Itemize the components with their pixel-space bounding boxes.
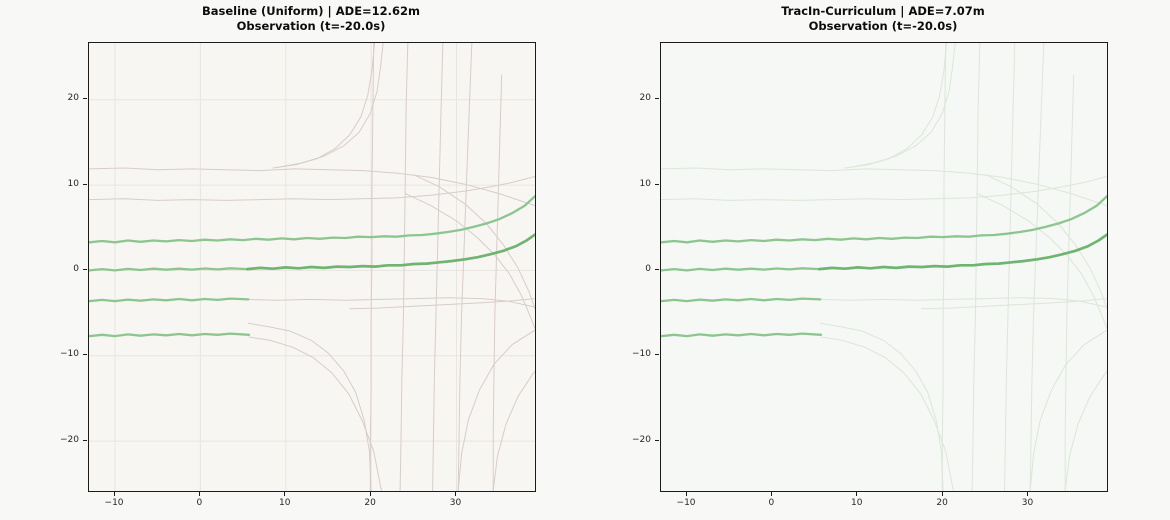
baseline-plot-title: Baseline (Uniform) | ADE=12.62m Observat… [88, 4, 534, 34]
tracin-title-line2: Observation (t=-20.0s) [808, 19, 958, 33]
baseline-title-line2: Observation (t=-20.0s) [236, 19, 386, 33]
map-lane-line [661, 167, 1107, 207]
map-lane-line [850, 43, 956, 168]
map-lane-line [1029, 43, 1045, 491]
map-lane-line [369, 43, 375, 491]
map-lane-line [247, 297, 535, 308]
x-tick-mark [685, 491, 687, 496]
y-tick-label: 20 [639, 93, 651, 104]
map-lane-line [404, 193, 535, 329]
map-lane-line [1004, 43, 1016, 491]
x-tick-label: 30 [449, 498, 462, 508]
y-tick-label: 0 [645, 263, 651, 274]
x-tick-mark [369, 491, 371, 496]
y-tick-mark [654, 354, 659, 356]
y-tick-label: 10 [67, 178, 79, 189]
map-lane-line [941, 43, 947, 491]
map-lane-line [985, 174, 1107, 310]
x-tick-mark [856, 491, 858, 496]
y-tick-mark [654, 268, 659, 270]
map-lane-line [89, 176, 535, 201]
map-lane-line [492, 370, 535, 491]
baseline-scene-svg [89, 43, 535, 491]
x-tick-label: 0 [196, 498, 203, 508]
agent-obs-upper-trajectory [89, 195, 535, 244]
map-lane-line [1064, 370, 1107, 491]
agent-obs-center-left-trajectory [89, 267, 249, 272]
focal-agent-obs-trajectory [245, 233, 535, 271]
focal-agent-obs-trajectory [817, 233, 1107, 271]
map-lane-line [89, 167, 535, 207]
y-tick-label: −20 [632, 434, 651, 445]
map-lane-line [278, 43, 384, 168]
x-tick-label: 20 [936, 498, 948, 508]
map-lane-line [413, 174, 535, 310]
y-tick-mark [82, 439, 87, 441]
x-tick-mark [454, 491, 456, 496]
x-tick-mark [770, 491, 772, 496]
map-lane-line [820, 336, 954, 491]
y-tick-label: −10 [632, 349, 651, 360]
tracin_curriculum-scene-svg [661, 43, 1107, 491]
map-lane-line [247, 322, 372, 491]
y-tick-mark [654, 439, 659, 441]
y-tick-label: 10 [639, 178, 651, 189]
x-tick-label: −10 [104, 498, 124, 508]
baseline-title-line1: Baseline (Uniform) | ADE=12.62m [201, 4, 421, 18]
y-tick-label: −10 [60, 349, 79, 360]
map-lane-line [976, 193, 1107, 329]
x-tick-label: −10 [676, 498, 696, 508]
map-lane-line [971, 43, 981, 491]
map-lane-line [921, 298, 1107, 310]
x-tick-label: 20 [364, 498, 376, 508]
baseline-axes [88, 42, 536, 492]
y-tick-label: 20 [67, 93, 79, 104]
map-lane-line [1064, 74, 1075, 491]
y-tick-mark [82, 268, 87, 270]
agent-obs-lower-2-trajectory [89, 332, 251, 338]
agent-obs-lower-2-trajectory [661, 332, 823, 338]
map-lane-line [819, 297, 1107, 308]
map-lane-line [432, 43, 444, 491]
y-tick-mark [82, 183, 87, 185]
map-lane-line [819, 322, 944, 491]
agent-obs-center-left-trajectory [661, 267, 821, 272]
y-tick-label: −20 [60, 434, 79, 445]
y-tick-mark [82, 98, 87, 100]
x-tick-mark [113, 491, 115, 496]
map-lane-line [248, 336, 382, 491]
tracin-title-line1: TracIn-Curriculum | ADE=7.07m [781, 4, 985, 18]
map-lane-line [1029, 329, 1107, 491]
x-tick-label: 10 [851, 498, 863, 508]
y-tick-mark [654, 183, 659, 185]
y-tick-label: 0 [73, 263, 79, 274]
map-lane-line [661, 176, 1107, 201]
x-tick-label: 30 [1021, 498, 1034, 508]
x-tick-label: 10 [279, 498, 291, 508]
x-tick-mark [284, 491, 286, 496]
y-tick-mark [82, 354, 87, 356]
x-tick-mark [1026, 491, 1028, 496]
x-tick-mark [198, 491, 200, 496]
tracin-plot-title: TracIn-Curriculum | ADE=7.07m Observatio… [660, 4, 1106, 34]
map-lane-line [399, 43, 409, 491]
agent-obs-lower-1-trajectory [89, 297, 250, 303]
y-tick-mark [654, 98, 659, 100]
map-lane-line [844, 43, 947, 169]
map-lane-line [457, 43, 473, 491]
map-lane-line [349, 298, 535, 310]
map-lane-line [272, 43, 375, 169]
map-lane-line [492, 74, 503, 491]
x-tick-label: 0 [768, 498, 775, 508]
agent-obs-lower-1-trajectory [661, 297, 822, 303]
map-lane-line [457, 329, 535, 491]
tracin-axes [660, 42, 1108, 492]
agent-obs-upper-trajectory [661, 195, 1107, 244]
x-tick-mark [941, 491, 943, 496]
